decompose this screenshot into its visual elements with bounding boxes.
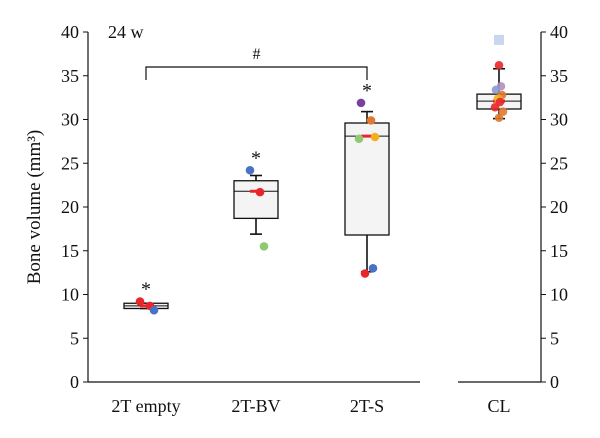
significance-marker: *: [141, 279, 151, 301]
data-point: [245, 165, 255, 175]
y-tick-label-right: 15: [550, 241, 568, 261]
data-point: [360, 269, 370, 278]
significance-marker: *: [251, 147, 261, 169]
data-point: [255, 187, 265, 197]
comparison-bracket: [145, 66, 368, 80]
data-point: [366, 116, 376, 125]
data-point: [356, 98, 366, 108]
data-point: [498, 107, 508, 116]
significance-marker: *: [362, 80, 372, 102]
x-category-label: 2T-S: [350, 396, 384, 416]
y-tick-label-left: 10: [61, 285, 79, 305]
y-tick-label-right: 10: [550, 285, 568, 305]
data-point: [368, 263, 378, 273]
data-point: [491, 85, 501, 95]
data-point: [494, 60, 504, 70]
y-tick-label-left: 0: [70, 372, 79, 392]
y-tick-label-right: 20: [550, 197, 568, 217]
y-tick-label-right: 0: [550, 372, 559, 392]
x-category-label: 2T empty: [111, 396, 180, 416]
data-point: [259, 242, 269, 251]
box-iqr: [233, 180, 279, 220]
y-tick-label-left: 35: [61, 66, 79, 86]
y-axis-title: Bone volume (mm³): [24, 130, 45, 285]
left-panel: 0 5 10 15 20 25 30 35 40 Bone volume (mm³) 24 w 2T …: [24, 22, 420, 416]
y-tick-label-right: 35: [550, 66, 568, 86]
x-category-label: CL: [487, 396, 510, 416]
panel-title: 24 w: [108, 22, 144, 42]
y-tick-label-left: 15: [61, 241, 79, 261]
data-point: [494, 113, 504, 123]
y-tick-label-right: 25: [550, 153, 568, 173]
x-category-label: 2T-BV: [231, 396, 280, 416]
y-tick-label-left: 30: [61, 110, 79, 130]
y-tick-label-right: 40: [550, 22, 568, 42]
right-panel: 0 5 10 15 20 25 30 35 40 CL: [458, 22, 568, 416]
data-point: [354, 134, 364, 144]
y-tick-label-left: 5: [70, 328, 79, 348]
data-point: [494, 34, 504, 45]
y-tick-label-left: 20: [61, 197, 79, 217]
data-point: [149, 305, 159, 315]
data-point: [370, 132, 380, 142]
y-tick-label-right: 30: [550, 110, 568, 130]
box-iqr: [344, 122, 390, 236]
y-tick-label-right: 5: [550, 328, 559, 348]
data-point: [135, 297, 145, 306]
data-point: [490, 102, 500, 112]
y-tick-label-left: 25: [61, 153, 79, 173]
bracket-label: #: [253, 46, 261, 63]
y-tick-label-left: 40: [61, 22, 79, 42]
